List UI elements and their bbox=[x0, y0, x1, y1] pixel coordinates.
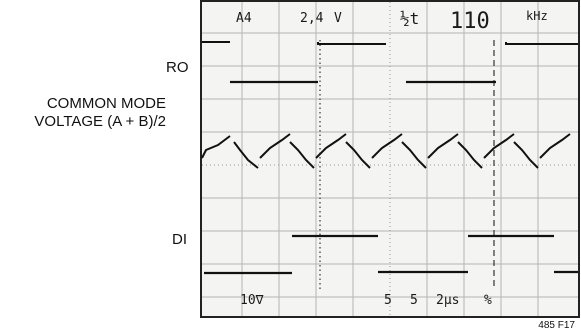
common-mode-voltage-label: COMMON MODE VOLTAGE (A + B)/2 bbox=[28, 95, 166, 131]
readout-bottom-left: 10∇ bbox=[240, 293, 264, 308]
readout-channel: A4 bbox=[236, 11, 252, 26]
readout-timebase: 2μs bbox=[436, 293, 459, 308]
scope-center-axes bbox=[202, 2, 578, 316]
oscilloscope-display: A4 2,4 V ½t 110 kHz 10∇ 5 5 2μs % bbox=[200, 0, 580, 318]
readout-frequency-unit: kHz bbox=[526, 9, 548, 23]
readout-bottom-mid1: 5 bbox=[384, 293, 392, 308]
bottom-trace bbox=[204, 270, 578, 275]
readout-bottom-right: % bbox=[484, 293, 492, 308]
readout-volts: 2,4 bbox=[300, 11, 324, 26]
common-mode-label-line1: COMMON MODE bbox=[46, 95, 166, 112]
readout-bottom-mid2: 5 bbox=[410, 293, 418, 308]
readout-frequency: 110 bbox=[450, 9, 490, 34]
di-label: DI bbox=[172, 231, 187, 248]
readout-volts-unit: V bbox=[334, 11, 342, 26]
readout-sweep-symbol: ½t bbox=[400, 9, 419, 28]
top-trace bbox=[202, 41, 578, 45]
common-mode-trace bbox=[201, 133, 571, 169]
figure-reference: 485 F17 bbox=[538, 320, 575, 331]
common-mode-label-line2: VOLTAGE (A + B)/2 bbox=[34, 113, 166, 130]
ro-label: RO bbox=[166, 59, 189, 76]
